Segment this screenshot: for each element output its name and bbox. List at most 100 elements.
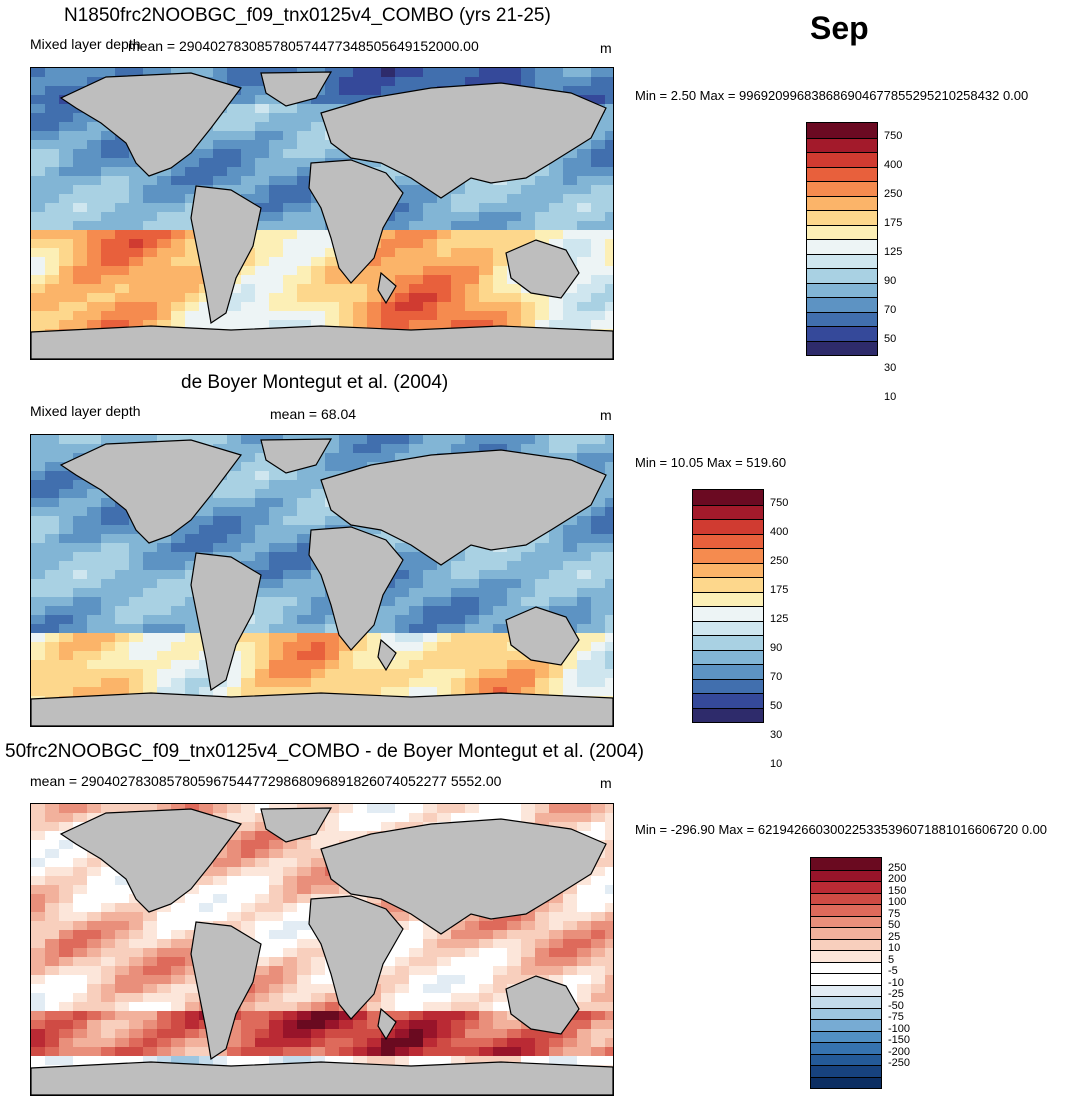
- ocean-field-cell: [535, 543, 550, 553]
- ocean-field-cell: [521, 912, 536, 922]
- ocean-field-cell: [297, 660, 312, 670]
- ocean-field-cell: [577, 185, 592, 195]
- ocean-field-cell: [381, 86, 396, 96]
- ocean-field-cell: [493, 275, 508, 285]
- ocean-field-cell: [367, 435, 382, 445]
- ocean-field-cell: [45, 678, 60, 688]
- ocean-field-cell: [101, 597, 116, 607]
- ocean-field-cell: [283, 1056, 298, 1066]
- ocean-field-cell: [605, 131, 613, 141]
- ocean-field-cell: [591, 651, 606, 661]
- ocean-field-cell: [283, 480, 298, 490]
- ocean-field-cell: [87, 867, 102, 877]
- ocean-field-cell: [143, 176, 158, 186]
- ocean-field-cell: [451, 660, 466, 670]
- ocean-field-cell: [535, 444, 550, 454]
- ocean-field-cell: [591, 122, 606, 132]
- ocean-field-cell: [563, 1029, 578, 1039]
- ocean-field-cell: [101, 516, 116, 526]
- ocean-field-cell: [255, 203, 270, 213]
- ocean-field-cell: [591, 453, 606, 463]
- ocean-field-cell: [521, 561, 536, 571]
- ocean-field-cell: [87, 624, 102, 634]
- ocean-field-cell: [31, 1047, 46, 1057]
- ocean-field-cell: [437, 984, 452, 994]
- colorbar-swatch: [693, 533, 763, 548]
- ocean-field-cell: [255, 912, 270, 922]
- ocean-field-cell: [423, 1047, 438, 1057]
- ocean-field-cell: [423, 266, 438, 276]
- ocean-field-cell: [101, 669, 116, 679]
- ocean-field-cell: [227, 543, 242, 553]
- ocean-field-cell: [395, 957, 410, 967]
- ocean-field-cell: [59, 516, 74, 526]
- colorbar-swatch: [693, 678, 763, 693]
- ocean-field-cell: [255, 462, 270, 472]
- ocean-field-cell: [465, 185, 480, 195]
- ocean-field-cell: [297, 957, 312, 967]
- ocean-field-cell: [311, 498, 326, 508]
- ocean-field-cell: [367, 68, 382, 78]
- ocean-field-cell: [577, 912, 592, 922]
- ocean-field-cell: [45, 194, 60, 204]
- ocean-field-cell: [101, 948, 116, 958]
- ocean-field-cell: [73, 957, 88, 967]
- ocean-field-cell: [409, 633, 424, 643]
- ocean-field-cell: [549, 77, 564, 87]
- ocean-field-cell: [73, 1047, 88, 1057]
- ocean-field-cell: [101, 957, 116, 967]
- ocean-field-cell: [115, 669, 130, 679]
- ocean-field-cell: [479, 275, 494, 285]
- ocean-field-cell: [157, 1002, 172, 1012]
- ocean-field-cell: [185, 660, 200, 670]
- ocean-field-cell: [465, 552, 480, 562]
- ocean-field-cell: [87, 212, 102, 222]
- ocean-field-cell: [409, 813, 424, 823]
- ocean-field-cell: [507, 1047, 522, 1057]
- ocean-field-cell: [87, 966, 102, 976]
- ocean-field-cell: [255, 185, 270, 195]
- ocean-field-cell: [563, 588, 578, 598]
- ocean-field-cell: [605, 266, 613, 276]
- ocean-field-cell: [507, 966, 522, 976]
- ocean-field-cell: [605, 975, 613, 985]
- ocean-field-cell: [367, 311, 382, 321]
- ocean-field-cell: [269, 194, 284, 204]
- ocean-field-cell: [409, 203, 424, 213]
- ocean-field-cell: [269, 642, 284, 652]
- ocean-field-cell: [479, 804, 494, 814]
- ocean-field-cell: [101, 68, 116, 78]
- ocean-field-cell: [423, 275, 438, 285]
- ocean-field-cell: [605, 158, 613, 168]
- ocean-field-cell: [353, 462, 368, 472]
- ocean-field-cell: [31, 104, 46, 114]
- ocean-field-cell: [45, 813, 60, 823]
- ocean-field-cell: [129, 984, 144, 994]
- ocean-field-cell: [605, 1002, 613, 1012]
- ocean-field-cell: [591, 95, 606, 105]
- ocean-field-cell: [73, 912, 88, 922]
- ocean-field-cell: [143, 221, 158, 231]
- ocean-field-cell: [283, 687, 298, 697]
- ocean-field-cell: [87, 140, 102, 150]
- ocean-field-cell: [87, 131, 102, 141]
- ocean-field-cell: [423, 203, 438, 213]
- ocean-field-cell: [171, 275, 186, 285]
- ocean-field-cell: [157, 939, 172, 949]
- ocean-field-cell: [255, 660, 270, 670]
- ocean-field-cell: [591, 831, 606, 841]
- ocean-field-cell: [59, 194, 74, 204]
- ocean-field-cell: [241, 885, 256, 895]
- ocean-field-cell: [437, 444, 452, 454]
- ocean-field-cell: [45, 921, 60, 931]
- ocean-field-cell: [213, 894, 228, 904]
- ocean-field-cell: [353, 813, 368, 823]
- ocean-field-cell: [353, 284, 368, 294]
- ocean-field-cell: [297, 480, 312, 490]
- ocean-field-cell: [283, 489, 298, 499]
- ocean-field-cell: [605, 642, 613, 652]
- ocean-field-cell: [87, 930, 102, 940]
- ocean-field-cell: [59, 984, 74, 994]
- ocean-field-cell: [255, 615, 270, 625]
- ocean-field-cell: [367, 302, 382, 312]
